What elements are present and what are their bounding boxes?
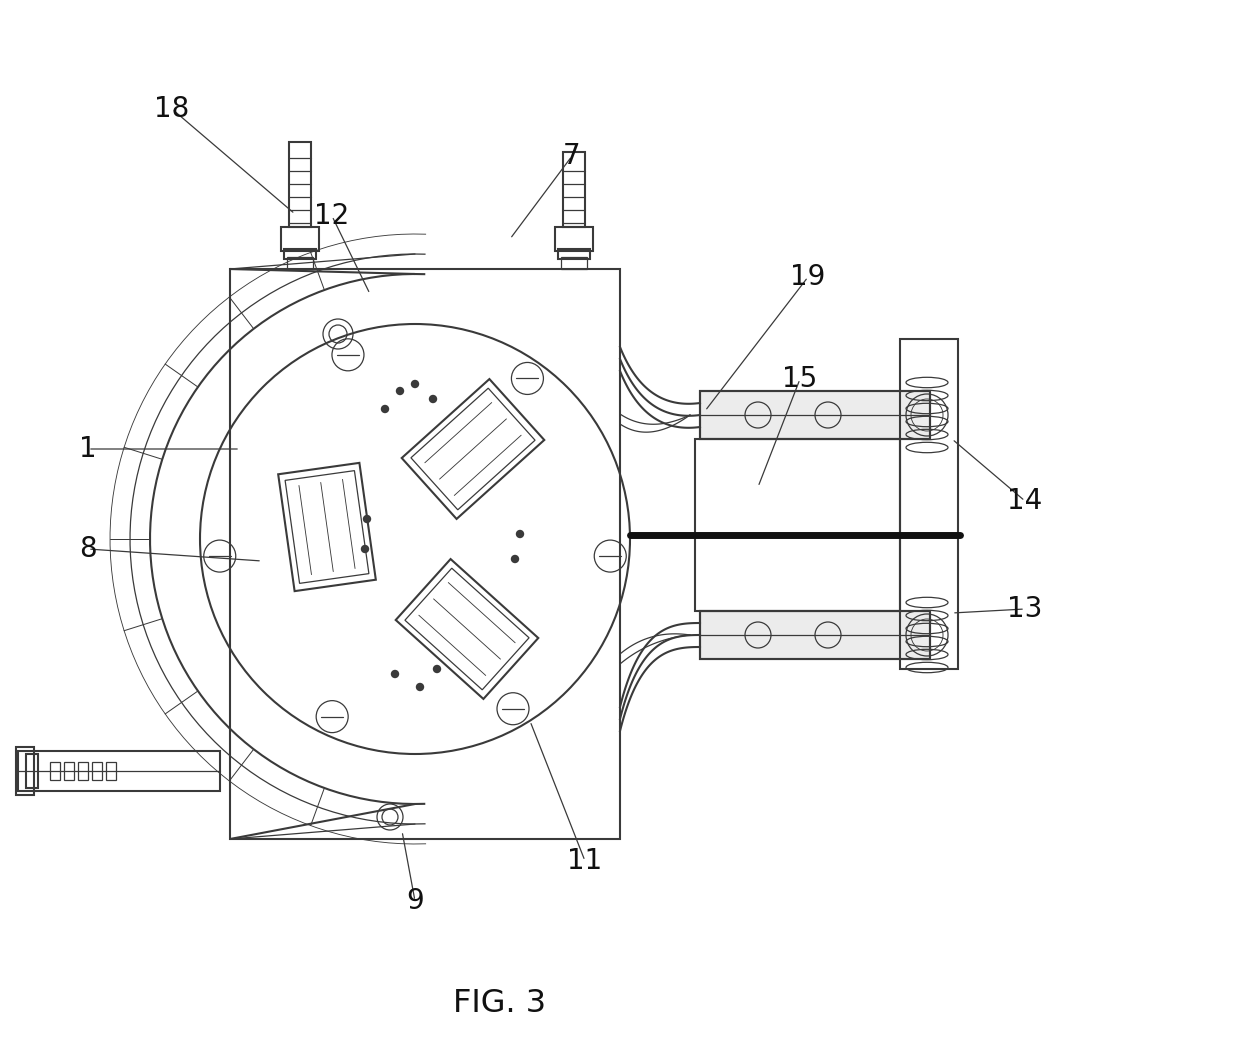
Bar <box>16 747 33 795</box>
Bar <box>281 227 319 251</box>
Bar <box>229 269 620 839</box>
Circle shape <box>434 665 440 672</box>
Circle shape <box>517 531 523 537</box>
Bar <box>286 257 312 269</box>
Bar <box>701 611 930 659</box>
Bar <box>694 438 900 611</box>
Text: 14: 14 <box>1007 487 1043 515</box>
Text: 15: 15 <box>782 365 817 393</box>
Bar <box>105 762 117 780</box>
Text: 11: 11 <box>568 847 603 875</box>
Circle shape <box>511 556 518 562</box>
Bar <box>92 762 102 780</box>
Circle shape <box>392 670 398 678</box>
Text: 12: 12 <box>315 202 350 230</box>
Bar <box>556 227 593 251</box>
Text: 9: 9 <box>407 887 424 915</box>
Bar <box>563 152 585 227</box>
Bar <box>26 754 38 788</box>
Bar <box>50 762 60 780</box>
Bar <box>289 142 311 227</box>
Bar <box>284 249 316 259</box>
Bar <box>560 257 587 269</box>
Bar <box>701 611 930 659</box>
Text: 1: 1 <box>79 435 97 463</box>
Bar <box>900 339 959 669</box>
Circle shape <box>362 545 368 553</box>
Bar <box>78 762 88 780</box>
Circle shape <box>412 381 419 387</box>
Text: 18: 18 <box>154 95 190 123</box>
Bar <box>64 762 74 780</box>
Circle shape <box>363 515 371 522</box>
Text: 7: 7 <box>563 142 580 170</box>
Circle shape <box>397 387 403 394</box>
Circle shape <box>382 406 388 412</box>
Text: 13: 13 <box>1007 595 1043 623</box>
Bar <box>701 391 930 438</box>
Text: 8: 8 <box>79 535 97 563</box>
Circle shape <box>429 395 436 403</box>
Text: FIG. 3: FIG. 3 <box>454 988 547 1020</box>
Text: 19: 19 <box>790 263 826 291</box>
Circle shape <box>417 684 424 690</box>
Bar <box>558 249 590 259</box>
Bar <box>701 391 930 438</box>
Bar <box>19 751 219 791</box>
